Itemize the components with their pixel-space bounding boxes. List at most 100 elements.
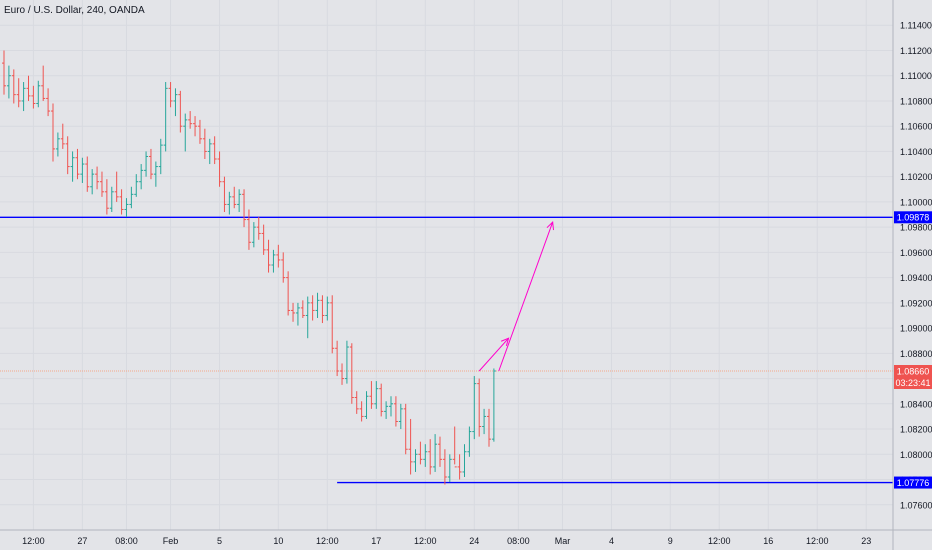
ohlc-bar (486, 408, 491, 447)
y-tick-label: 1.07600 (900, 500, 932, 510)
y-tick-label: 1.10800 (900, 96, 932, 106)
ohlc-bar (349, 343, 354, 404)
y-tick-label: 1.11200 (900, 46, 932, 56)
ohlc-bar (144, 151, 149, 177)
ohlc-bar (16, 78, 21, 108)
ohlc-bar (491, 368, 496, 442)
forecast-arrows[interactable] (478, 221, 554, 372)
forecast-arrow-shaft[interactable] (498, 221, 554, 372)
y-tick-label: 1.09200 (900, 298, 932, 308)
y-tick-label: 1.08800 (900, 349, 932, 359)
ohlc-bar (408, 418, 413, 475)
ohlc-bar (158, 138, 163, 175)
ohlc-bar (271, 249, 276, 273)
ohlc-bar (168, 82, 173, 108)
ohlc-bar (232, 186, 237, 209)
x-tick-label: 10 (273, 536, 283, 546)
chart-title: Euro / U.S. Dollar, 240, OANDA (4, 5, 145, 16)
ohlc-bar (281, 252, 286, 283)
price-bars (2, 50, 496, 485)
ohlc-bar (315, 292, 320, 318)
ohlc-bar (276, 244, 281, 268)
ohlc-bar (46, 88, 51, 117)
forecast-arrow[interactable] (478, 337, 510, 372)
ohlc-bar (354, 391, 359, 414)
ohlc-bar (369, 381, 374, 409)
ohlc-bar (305, 296, 310, 339)
ohlc-bar (124, 198, 129, 218)
forecast-arrow-head[interactable] (546, 221, 554, 231)
ohlc-bar (393, 396, 398, 427)
y-tick-label: 1.10200 (900, 172, 932, 182)
ohlc-bar (398, 403, 403, 430)
ohlc-bar (104, 179, 109, 215)
ohlc-bar (212, 136, 217, 165)
ohlc-bar (472, 376, 477, 440)
ohlc-bar (70, 151, 75, 182)
ohlc-bar (325, 296, 330, 321)
ohlc-bar (2, 50, 6, 95)
ohlc-bar (75, 148, 80, 180)
ohlc-bar (335, 340, 340, 377)
ohlc-bar (65, 136, 70, 175)
price-labels: 1.09878 1.07776 1.08660 03:23:41 (894, 211, 932, 489)
x-tick-label: 23 (861, 536, 871, 546)
ohlc-bar (310, 295, 315, 321)
ohlc-bar (389, 396, 394, 417)
ohlc-bar (163, 82, 168, 152)
ohlc-bar (55, 132, 60, 157)
ohlc-bar (139, 164, 144, 190)
ohlc-bar (237, 189, 242, 212)
ohlc-bar (11, 69, 16, 104)
ohlc-bar (36, 80, 41, 108)
ohlc-bar (217, 151, 222, 187)
ohlc-bar (384, 401, 389, 419)
ohlc-bar (462, 444, 467, 477)
ohlc-bar (423, 444, 428, 467)
level-price-label: 1.07776 (897, 478, 930, 488)
ohlc-bar (477, 378, 482, 437)
ohlc-bar (85, 156, 90, 192)
ohlc-bar (222, 176, 227, 212)
y-tick-label: 1.09800 (900, 223, 932, 233)
ohlc-bar (457, 454, 462, 480)
ohlc-bar (374, 381, 379, 409)
y-tick-label: 1.08200 (900, 425, 932, 435)
ohlc-bar (99, 171, 104, 197)
ohlc-bar (90, 169, 95, 195)
ohlc-bar (119, 189, 124, 215)
ohlc-bar (467, 426, 472, 457)
ohlc-bar (60, 123, 65, 149)
ohlc-bar (403, 403, 408, 455)
x-tick-label: 12:00 (806, 536, 829, 546)
forecast-arrow-head[interactable] (500, 337, 510, 347)
ohlc-bar (413, 449, 418, 472)
ohlc-bar (21, 82, 26, 112)
ohlc-bar (330, 295, 335, 354)
forecast-arrow-shaft[interactable] (478, 337, 509, 372)
current-price-label: 1.08660 (897, 366, 930, 376)
x-tick-label: 5 (217, 536, 222, 546)
ohlc-bar (433, 434, 438, 472)
forecast-arrow[interactable] (498, 221, 554, 372)
horizontal-levels[interactable] (0, 216, 893, 484)
y-tick-label: 1.11000 (900, 71, 932, 81)
ohlc-bar (134, 174, 139, 197)
ohlc-bar (340, 363, 345, 385)
ohlc-bar (295, 302, 300, 326)
countdown-timer: 03:23:41 (895, 378, 930, 388)
ohlc-bar (266, 239, 271, 273)
y-tick-label: 1.08000 (900, 450, 932, 460)
ohlc-bar (114, 171, 119, 202)
ohlc-bar (109, 186, 114, 212)
ohlc-bar (359, 401, 364, 422)
ohlc-bar (80, 157, 85, 183)
ohlc-bar (300, 300, 305, 318)
ohlc-bar (31, 85, 36, 109)
x-tick-label: 12:00 (414, 536, 437, 546)
x-tick-label: 17 (371, 536, 381, 546)
ohlc-bar (447, 454, 452, 483)
